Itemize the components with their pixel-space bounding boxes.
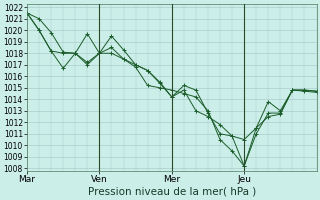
X-axis label: Pression niveau de la mer( hPa ): Pression niveau de la mer( hPa ) (88, 187, 256, 197)
